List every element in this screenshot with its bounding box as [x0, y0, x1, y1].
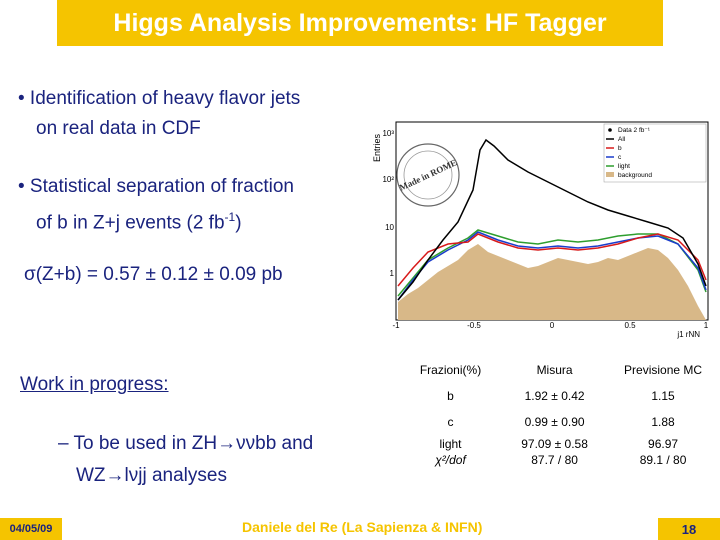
ytick-1: 1	[390, 269, 395, 278]
bullet-separation: • Statistical separation of fraction of …	[18, 172, 388, 238]
xtick-m1: -1	[392, 321, 400, 330]
ytick-100: 10²	[382, 175, 394, 184]
rnn-histogram: Entries 10³ 10² 10 1 -1 -0.5 0 0.5 1 j1 …	[368, 110, 720, 340]
table-header-cell: Misura	[536, 363, 573, 377]
table-row: c 0.99 ± 0.90 1.88	[398, 409, 720, 435]
sub-bullet: – To be used in ZH→ννbb and WZ→lνjj anal…	[58, 428, 313, 492]
table-cell: 1.92 ± 0.42	[524, 389, 585, 403]
plot-ylabel: Entries	[372, 133, 382, 162]
table-cell: 89.1 / 80	[639, 453, 687, 467]
xtick-1: 1	[704, 321, 709, 330]
table-header-row: Frazioni(%) Misura Previsione MC	[398, 357, 720, 383]
table-row: b 1.92 ± 0.42 1.15	[398, 383, 720, 409]
table-cell: 1.88	[651, 415, 675, 429]
legend-b: b	[618, 145, 622, 152]
plot-xlabel: j1 rNN	[676, 330, 700, 339]
legend-all: All	[618, 136, 626, 143]
title-bar: Higgs Analysis Improvements: HF Tagger	[57, 0, 663, 46]
table-cell: 87.7 / 80	[531, 453, 578, 467]
table-cell: 0.99 ± 0.90	[524, 415, 585, 429]
table-cell: b	[447, 389, 454, 403]
legend-light: light	[618, 163, 630, 170]
cross-section-result: σ(Z+b) = 0.57 ± 0.12 ± 0.09 pb	[24, 264, 283, 285]
b-curve	[397, 233, 707, 287]
table-cell: c	[447, 415, 454, 429]
table-cell: 1.15	[651, 389, 675, 403]
legend-bkg-swatch	[606, 172, 614, 177]
sub-line1: – To be used in ZH→ννbb and	[58, 433, 314, 454]
table-cell: 97.09 ± 0.58	[521, 437, 588, 451]
xtick-0: 0	[550, 321, 555, 330]
table-header-cell: Frazioni(%)	[419, 363, 482, 377]
sub-line2: WZ→lνjj analyses	[76, 465, 227, 486]
c-curve	[397, 231, 707, 301]
bullet2-line2-wrap: of b in Z+j events (2 fb-1)	[18, 202, 388, 238]
bullet2-sup: -1	[224, 210, 236, 224]
footer-date: 04/05/09	[0, 518, 62, 540]
plot-legend	[603, 123, 707, 183]
xtick-m05: -0.5	[467, 321, 481, 330]
footer-author: Daniele del Re (La Sapienza & INFN)	[242, 519, 483, 535]
legend-c: c	[618, 154, 622, 161]
xtick-05: 0.5	[624, 321, 636, 330]
table-row: χ²/dof 87.7 / 80 89.1 / 80	[398, 453, 720, 467]
bullet2-end: )	[235, 212, 242, 234]
legend-data: Data 2 fb⁻¹	[618, 127, 651, 134]
work-in-progress: Work in progress:	[20, 374, 169, 395]
table-header-cell: Previsione MC	[624, 363, 703, 377]
ytick-1000: 10³	[382, 129, 394, 138]
legend-background: background	[618, 172, 652, 179]
bullet2-line2: of b in Z+j events (2 fb	[36, 212, 225, 234]
slide-title: Higgs Analysis Improvements: HF Tagger	[113, 8, 607, 37]
page-number: 18	[658, 518, 720, 540]
bullet-identification: • Identification of heavy flavor jets on…	[18, 84, 388, 144]
table-cell: light	[439, 437, 462, 451]
data-curve	[397, 138, 707, 301]
bullet1-line1: • Identification of heavy flavor jets	[18, 88, 301, 109]
bullet1-line2: on real data in CDF	[36, 118, 201, 139]
bullet2-line1: • Statistical separation of fraction	[18, 176, 294, 197]
table-cell: 96.97	[648, 437, 679, 451]
fractions-table: Frazioni(%) Misura Previsione MC b 1.92 …	[398, 357, 720, 467]
ytick-10: 10	[385, 223, 394, 232]
background-histogram	[398, 244, 706, 320]
legend-data-marker	[608, 128, 612, 132]
made-in-rome-stamp-icon: Made in ROME	[396, 143, 460, 207]
table-row: light 97.09 ± 0.58 96.97	[398, 435, 720, 453]
table-cell: χ²/dof	[435, 453, 466, 467]
